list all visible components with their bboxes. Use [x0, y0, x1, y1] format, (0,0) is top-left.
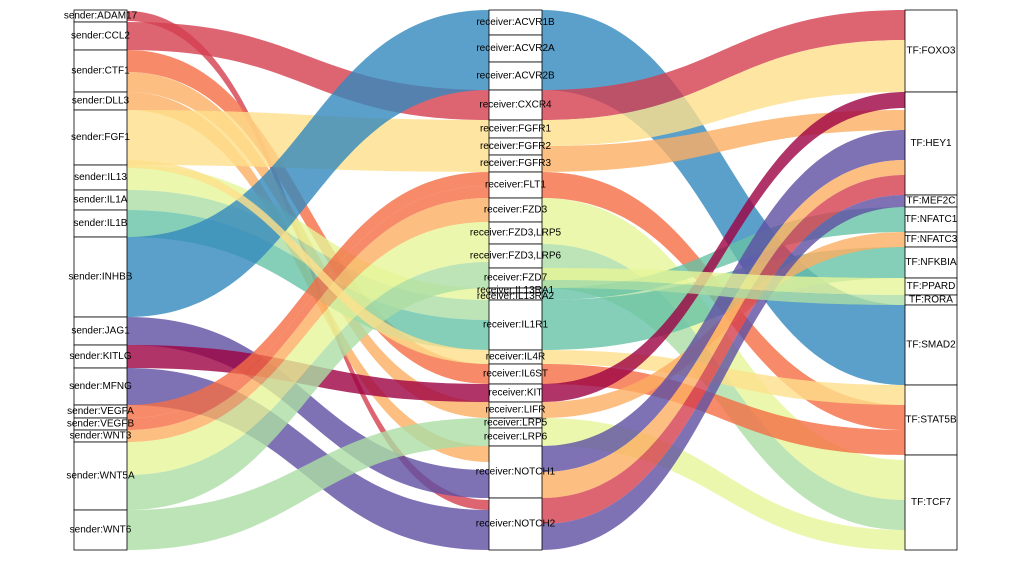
- node-box: [73, 49, 128, 93]
- node-label: receiver:NOTCH2: [476, 519, 556, 530]
- node-label: TF:SMAD2: [906, 340, 956, 351]
- flow-ribbon: [127, 172, 489, 418]
- node-label: receiver:FGFR2: [480, 141, 552, 152]
- flow-ribbon: [542, 175, 905, 524]
- flow-ribbon: [127, 50, 489, 384]
- node-label: TF:FOXO3: [907, 46, 956, 57]
- node-label: sender:MFNG: [69, 381, 132, 392]
- node-label: TF:HEY1: [910, 138, 952, 149]
- node-label: sender:FGF1: [71, 132, 130, 143]
- node-box: [904, 454, 958, 551]
- node-label: receiver:FZD7: [484, 273, 548, 284]
- node-label: sender:ADAM17: [64, 11, 138, 22]
- node-box: [904, 384, 958, 456]
- flow-ribbon: [127, 418, 489, 550]
- node-label: TF:MEF2C: [907, 196, 956, 207]
- node-label: sender:DLL3: [72, 96, 130, 107]
- node-box: [488, 9, 543, 36]
- node-label: receiver:FZD3,LRP6: [470, 251, 562, 262]
- node-label: receiver:FGFR1: [480, 124, 552, 135]
- node-label: TF:STAT5B: [905, 415, 957, 426]
- node-label: receiver:IL4R: [486, 352, 545, 363]
- flows: [127, 10, 905, 550]
- flow-ribbon: [127, 186, 489, 430]
- node-label: TF:NFATC3: [905, 234, 958, 245]
- node-label: receiver:FZD3: [484, 205, 548, 216]
- node-label: sender:WNT3: [70, 431, 132, 442]
- node-label: receiver:FLT1: [485, 180, 546, 191]
- node-label: receiver:IL13RA2: [477, 291, 555, 302]
- flow-ribbon: [542, 268, 905, 295]
- node-label: receiver:ACVR2A: [476, 43, 555, 54]
- node-label: sender:WNT5A: [66, 471, 135, 482]
- flow-ribbon: [542, 40, 905, 146]
- flow-ribbon: [542, 10, 905, 120]
- flow-ribbon: [127, 317, 489, 498]
- node-label: TF:NFKBIA: [905, 257, 956, 268]
- node-box: [904, 206, 958, 233]
- node-label: receiver:NOTCH1: [476, 467, 556, 478]
- node-label: receiver:FGFR3: [480, 158, 552, 169]
- flow-ribbon: [127, 10, 489, 317]
- node-box: [73, 109, 128, 166]
- node-box: [904, 9, 958, 93]
- node-label: TF:RORA: [909, 295, 953, 306]
- node-label: sender:KITLG: [69, 351, 131, 362]
- node-label: sender:CTF1: [71, 66, 130, 77]
- flow-ribbon: [542, 195, 905, 550]
- node-box: [488, 34, 543, 63]
- node-box: [488, 171, 543, 199]
- node-label: receiver:LIFR: [485, 405, 545, 416]
- node-label: receiver:LRP5: [484, 418, 548, 429]
- node-box: [73, 236, 128, 318]
- flow-ribbon: [542, 92, 905, 402]
- node-label: sender:IL13: [74, 172, 127, 183]
- node-label: receiver:ACVR2B: [476, 71, 555, 82]
- node-box: [73, 441, 128, 511]
- node-box: [488, 89, 543, 121]
- node-label: TF:TCF7: [911, 497, 951, 508]
- node-box: [488, 497, 543, 551]
- node-label: sender:INHBB: [69, 272, 133, 283]
- node-label: receiver:ACVR1B: [476, 17, 555, 28]
- flow-ribbon: [127, 262, 489, 510]
- node-label: receiver:IL13RA1: [477, 285, 555, 296]
- node-box: [488, 243, 543, 269]
- node-box: [73, 21, 128, 51]
- node-label: receiver:IL1R1: [483, 320, 548, 331]
- node-label: sender:IL1A: [74, 195, 128, 206]
- flow-ribbon: [542, 244, 905, 530]
- flow-ribbon: [542, 160, 905, 498]
- node-box: [73, 164, 128, 191]
- node-label: sender:VEGFB: [67, 419, 135, 430]
- node-label: sender:IL1B: [74, 218, 128, 229]
- node-box: [488, 197, 543, 223]
- node-box: [73, 509, 128, 551]
- node-label: sender:JAG1: [71, 326, 130, 337]
- node-box: [904, 246, 958, 279]
- flow-ribbon: [127, 160, 489, 364]
- flow-ribbon: [542, 280, 905, 305]
- flow-ribbon: [542, 130, 905, 472]
- node-label: sender:CCL2: [71, 31, 130, 42]
- node-label: sender:VEGFA: [67, 406, 134, 417]
- node-label: sender:WNT6: [70, 525, 132, 536]
- node-label: receiver:KIT: [489, 388, 543, 399]
- node-box: [73, 367, 128, 406]
- node-label: TF:NFATC1: [905, 214, 958, 225]
- flow-ribbon: [127, 165, 489, 300]
- node-label: receiver:LRP6: [484, 432, 548, 443]
- node-box: [904, 304, 958, 386]
- node-label: receiver:IL6ST: [483, 369, 548, 380]
- flow-ribbon: [127, 222, 489, 475]
- node-label: receiver:CXCR4: [479, 100, 552, 111]
- node-label: TF:PPARD: [907, 281, 956, 292]
- node-label: receiver:FZD3,LRP5: [470, 228, 562, 239]
- flow-ribbon: [127, 198, 489, 442]
- node-box: [488, 445, 543, 499]
